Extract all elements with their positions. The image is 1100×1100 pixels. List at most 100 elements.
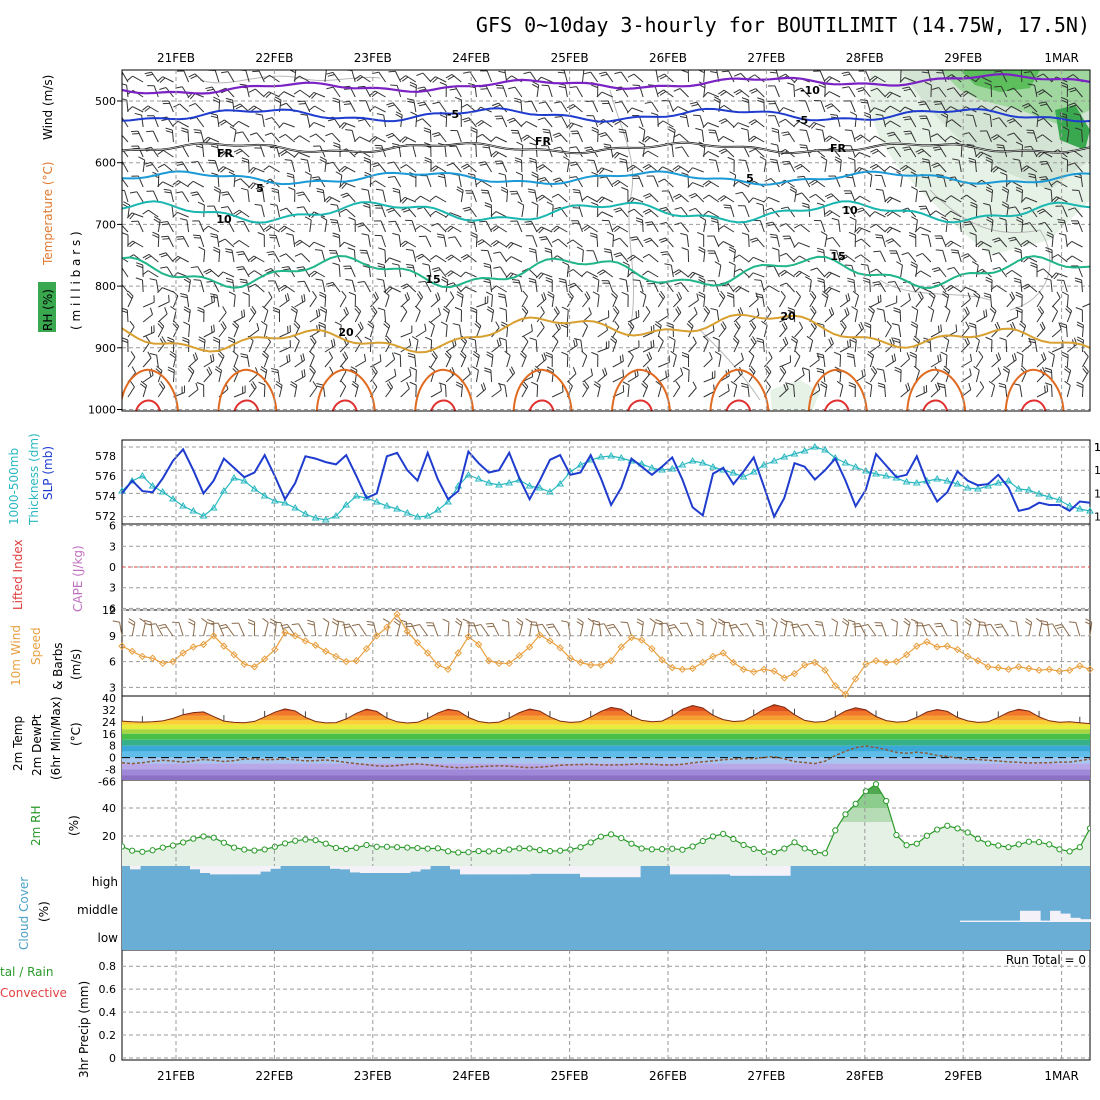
- surface-wind-barb: [410, 623, 418, 637]
- wind-barb-feather: [320, 216, 328, 221]
- cloud-middle-gap: [970, 920, 981, 922]
- wind-barb-feather: [868, 305, 875, 312]
- wind-barb: [153, 85, 159, 98]
- cloud-high-gap: [360, 866, 371, 873]
- wind-barb: [937, 162, 947, 173]
- wind-barb-feather: [581, 350, 588, 357]
- wind-barb-feather: [984, 82, 992, 86]
- wind-barb-feather: [1036, 89, 1043, 94]
- wind-barb-feather: [358, 118, 366, 122]
- wind-barb: [999, 267, 1008, 278]
- wind-barb: [438, 267, 447, 278]
- wind-barb-feather: [970, 201, 978, 206]
- wind-barb: [820, 220, 826, 233]
- surface-wind-barb: [508, 621, 510, 637]
- wind-barb-feather: [867, 308, 874, 314]
- wind-barb-feather: [806, 335, 813, 341]
- wind-barb-feather: [756, 308, 760, 316]
- wind-barb: [638, 175, 644, 188]
- cloud-high-gap: [740, 866, 751, 876]
- wind-barb: [776, 235, 780, 248]
- wind-barb: [458, 175, 462, 188]
- wind-barb-feather: [376, 113, 384, 116]
- wind-barb: [869, 279, 871, 293]
- wind-barb: [814, 179, 826, 188]
- wind-barb-feather: [914, 286, 921, 293]
- wind-barb: [862, 87, 871, 98]
- rh-marker: [1086, 825, 1090, 832]
- wind-barb: [612, 311, 620, 323]
- wind-barb-feather: [582, 383, 588, 390]
- wind-barb: [577, 130, 583, 143]
- wind-barb-feather: [1083, 365, 1089, 372]
- wind-barb: [586, 271, 598, 278]
- wind-barb: [989, 115, 993, 128]
- wind-barb-feather: [332, 97, 340, 101]
- wind-barb-feather: [921, 158, 930, 161]
- wind-barb-feather: [227, 339, 235, 344]
- wind-barb-feather: [409, 381, 417, 386]
- wind10-marker: [525, 643, 534, 651]
- wind-barb-feather: [817, 280, 825, 284]
- wind-barb-feather: [460, 103, 468, 109]
- wind-barb-feather: [689, 272, 696, 279]
- wind-barb: [248, 373, 259, 383]
- wind-barb: [435, 255, 447, 263]
- wind-barb-feather: [152, 234, 159, 239]
- wind-barb-feather: [555, 306, 560, 313]
- wind-barb: [306, 115, 311, 128]
- wind-barb-feather: [1011, 291, 1016, 299]
- wind-barb-feather: [626, 271, 633, 278]
- wind-barb: [889, 165, 901, 173]
- wind-barb-feather: [470, 231, 478, 236]
- wind-barb: [415, 369, 417, 383]
- wind-barb: [513, 117, 523, 128]
- wind10-marker: [566, 654, 575, 662]
- wind-barb-feather: [402, 305, 408, 312]
- wind-barb: [382, 190, 387, 203]
- wind-barb-feather: [388, 220, 396, 223]
- wind-barb-feather: [177, 238, 185, 240]
- wind-barb-feather: [955, 324, 958, 332]
- wind-barb-feather: [547, 291, 555, 296]
- wind-barb-feather: [911, 216, 918, 221]
- wind-barb: [1043, 118, 1053, 128]
- wind-barb-feather: [698, 249, 705, 254]
- wind-barb-feather: [618, 128, 626, 131]
- surface-wind-barb-feather: [592, 619, 600, 623]
- wind-barb: [651, 221, 659, 233]
- label-high: high: [92, 875, 118, 889]
- thickness-marker: [311, 514, 320, 521]
- wind10-marker: [790, 669, 799, 678]
- surface-wind-barb: [1000, 623, 1009, 637]
- wind-barb-feather: [1060, 96, 1068, 101]
- wind-barb-feather: [387, 209, 395, 213]
- wind-barb: [369, 325, 375, 338]
- wind-barb-feather: [498, 172, 506, 176]
- wind-barb-feather: [909, 354, 917, 359]
- wind-barb: [551, 204, 554, 218]
- wind-barb-feather: [308, 122, 315, 128]
- surface-wind-barb-feather: [139, 618, 146, 623]
- wind-barb-feather: [965, 321, 970, 329]
- wind-barb: [248, 311, 257, 323]
- wind-barb: [889, 91, 901, 98]
- wind-barb: [748, 99, 750, 113]
- wind-barb-feather: [915, 252, 923, 257]
- wind10-panel-frame: [121, 609, 1091, 697]
- wind-barb-feather: [834, 156, 842, 161]
- wind-tick-label: 6: [109, 656, 116, 669]
- wind-barb-feather: [418, 291, 424, 298]
- wind-barb-feather: [996, 144, 1004, 146]
- wind-barb-feather: [596, 91, 603, 98]
- wind-barb-feather: [196, 382, 204, 386]
- wind-barb-feather: [824, 210, 831, 215]
- wind-barb-feather: [250, 383, 256, 390]
- surface-wind-barb: [552, 623, 561, 637]
- wind-barb-feather: [205, 270, 213, 275]
- wind-barb: [377, 162, 386, 173]
- wind-barb-feather: [592, 276, 600, 281]
- rh-marker: [872, 781, 880, 788]
- wind-barb: [435, 76, 447, 83]
- wind-barb-feather: [759, 156, 767, 161]
